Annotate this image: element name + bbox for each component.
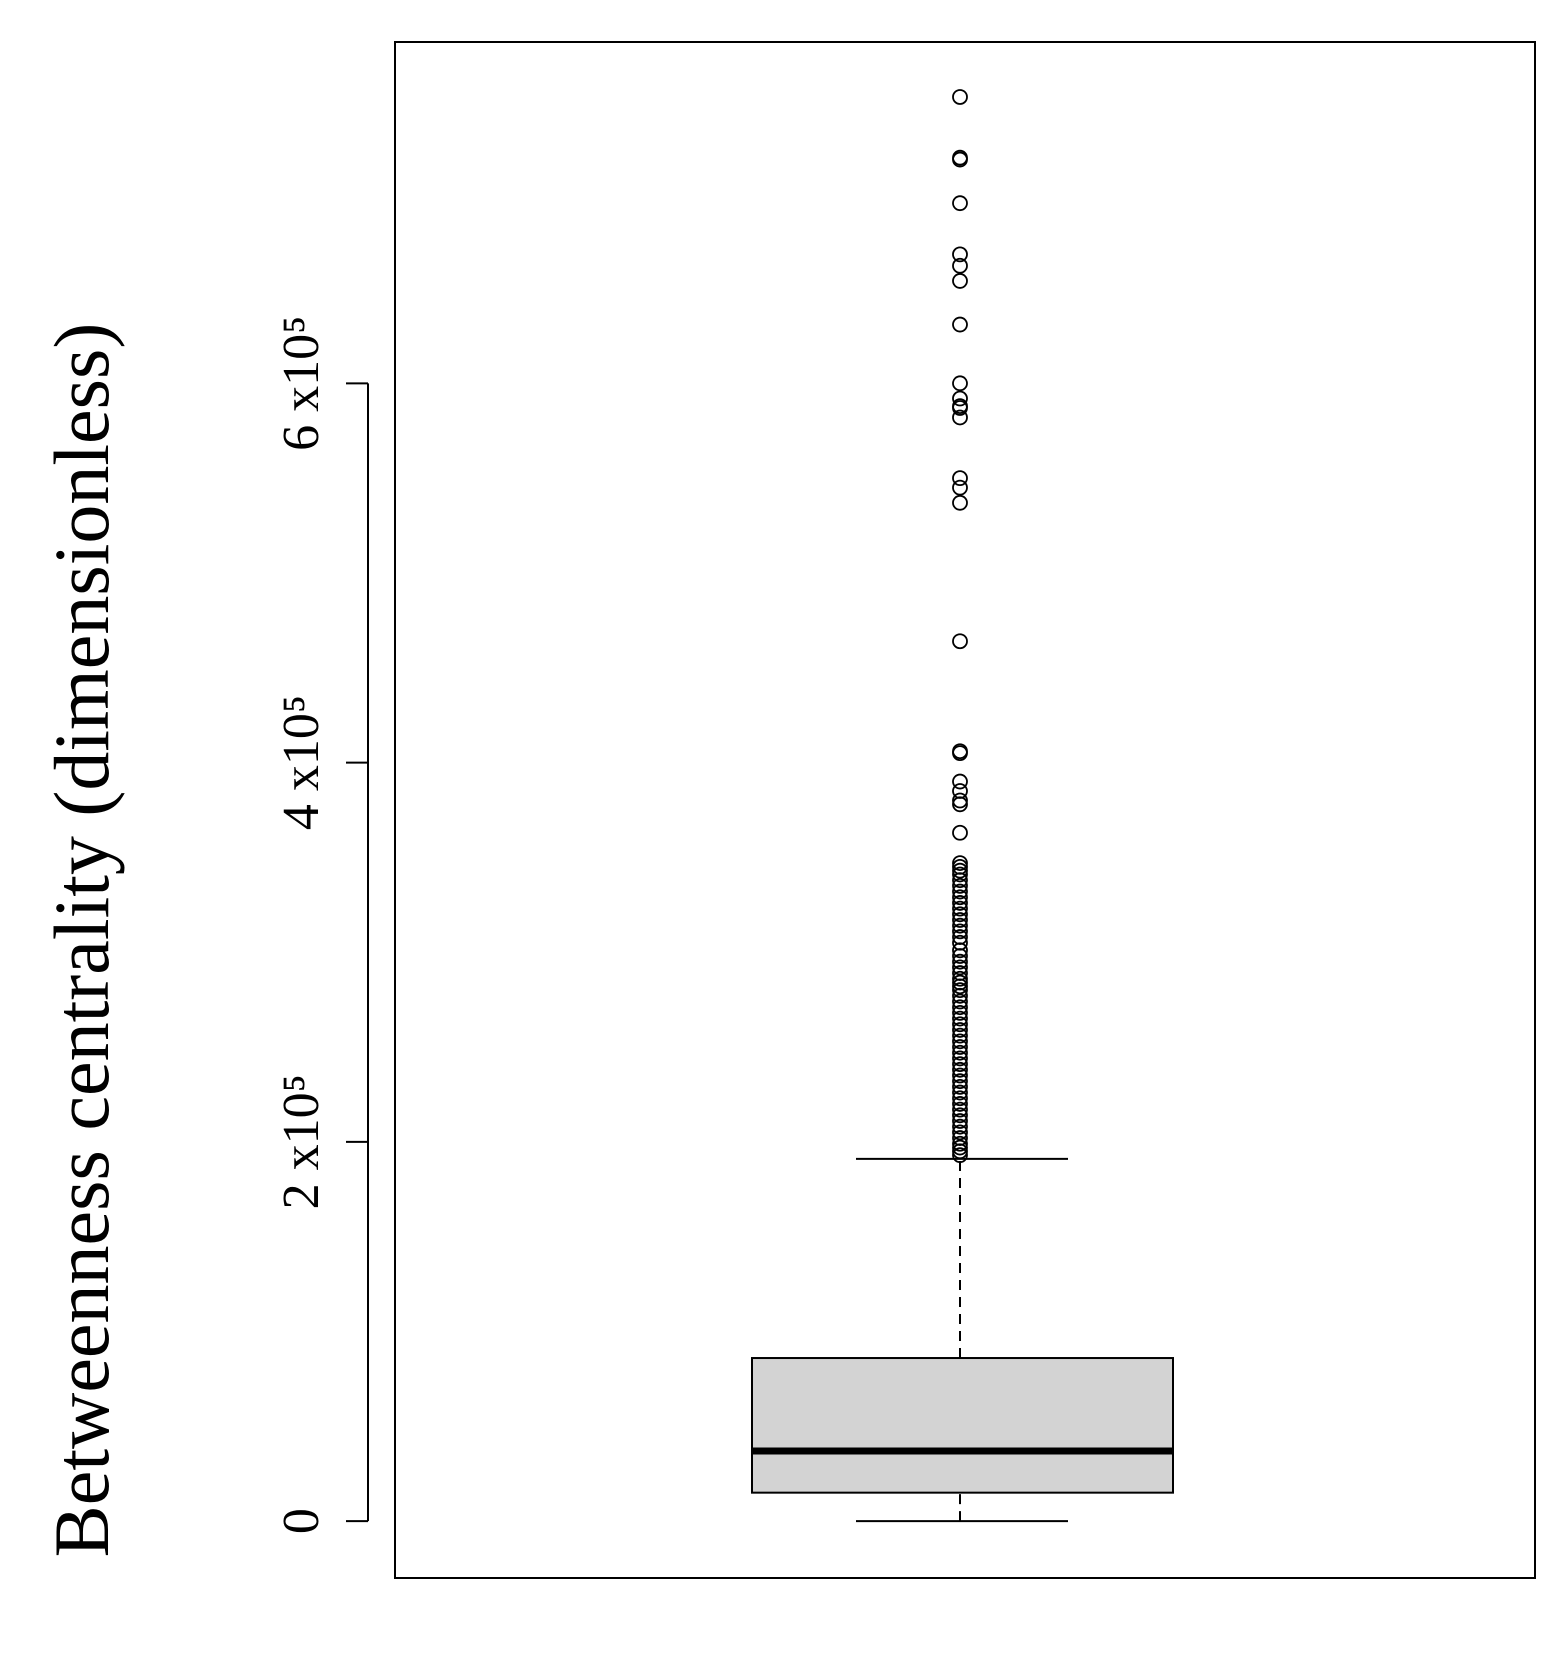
outlier-point: [952, 1027, 968, 1044]
outlier-point: [952, 1113, 968, 1129]
iqr-box: [751, 1357, 1174, 1494]
outlier-point: [952, 987, 968, 1004]
outlier-point: [952, 889, 968, 906]
y-axis-label: Betweenness centrality (dimensionless): [38, 323, 125, 1558]
outlier-point: [952, 1139, 968, 1156]
outlier-point: [952, 1073, 968, 1090]
outlier-point: [952, 1061, 968, 1078]
outlier-point: [952, 866, 968, 883]
outlier-point: [952, 1078, 968, 1095]
outlier-point: [952, 246, 968, 263]
outlier-point: [952, 1067, 968, 1084]
outlier-point: [952, 796, 968, 813]
box-group: [751, 1157, 1174, 1523]
outlier-point: [952, 948, 968, 964]
outlier-point: [952, 400, 968, 416]
outlier-point: [952, 895, 968, 911]
outlier-points: [952, 89, 968, 1164]
outlier-point: [952, 1107, 968, 1124]
y-tick-label: 6 x10⁵: [273, 316, 330, 451]
outlier-point: [952, 883, 968, 900]
outlier-point: [952, 1096, 968, 1112]
y-ticks: [346, 382, 368, 1523]
outlier-point: [952, 151, 968, 168]
outlier-point: [952, 375, 968, 392]
outlier-point: [952, 855, 968, 871]
outlier-point: [952, 959, 968, 976]
outlier-point: [952, 1050, 968, 1067]
outlier-point: [952, 409, 968, 426]
y-tick-label: 4 x10⁵: [273, 695, 330, 830]
outlier-point: [952, 877, 968, 894]
outlier-point: [952, 824, 968, 841]
outlier-point: [952, 970, 968, 987]
outlier-point: [952, 999, 968, 1016]
outlier-point: [952, 257, 968, 274]
outlier-point: [952, 1143, 968, 1160]
outlier-point: [952, 494, 968, 511]
outlier-point: [952, 479, 968, 496]
outlier-point: [952, 1118, 968, 1135]
outlier-point: [952, 773, 968, 790]
outlier-point: [952, 1033, 968, 1050]
outlier-point: [952, 633, 968, 650]
outlier-point: [952, 470, 968, 487]
outlier-point: [952, 1147, 968, 1164]
outlier-point: [952, 792, 968, 809]
outlier-point: [952, 1010, 968, 1027]
outlier-point: [952, 316, 968, 333]
outlier-point: [952, 1135, 968, 1152]
outlier-point: [952, 745, 968, 762]
outlier-point: [952, 872, 968, 889]
plot-frame: [394, 41, 1536, 1579]
outlier-point: [952, 953, 968, 970]
outlier-point: [952, 1016, 968, 1033]
outlier-point: [952, 1044, 968, 1061]
outlier-point: [952, 978, 968, 995]
outlier-point: [952, 1090, 968, 1107]
outlier-point: [952, 862, 968, 879]
outlier-point: [952, 900, 968, 917]
y-tick-labels: 0 2 x10⁵ 4 x10⁵ 6 x10⁵: [273, 316, 330, 1534]
outlier-point: [952, 195, 968, 212]
outlier-point: [952, 1039, 968, 1055]
outlier-point: [952, 1005, 968, 1021]
outlier-point: [952, 273, 968, 289]
outlier-point: [952, 993, 968, 1010]
y-tick-label: 0: [273, 1508, 330, 1534]
outlier-point: [952, 912, 968, 928]
outlier-point: [952, 1022, 968, 1038]
outlier-point: [952, 942, 968, 959]
y-tick-label: 2 x10⁵: [273, 1074, 330, 1209]
outlier-point: [952, 923, 968, 940]
outlier-point: [952, 89, 968, 105]
outlier-point: [952, 1084, 968, 1101]
outlier-point: [952, 390, 968, 407]
outlier-point: [952, 982, 968, 999]
outlier-point: [952, 1056, 968, 1073]
outlier-point: [952, 1124, 968, 1141]
outlier-point: [952, 917, 968, 934]
outlier-point: [952, 906, 968, 923]
outlier-point: [952, 1101, 968, 1118]
